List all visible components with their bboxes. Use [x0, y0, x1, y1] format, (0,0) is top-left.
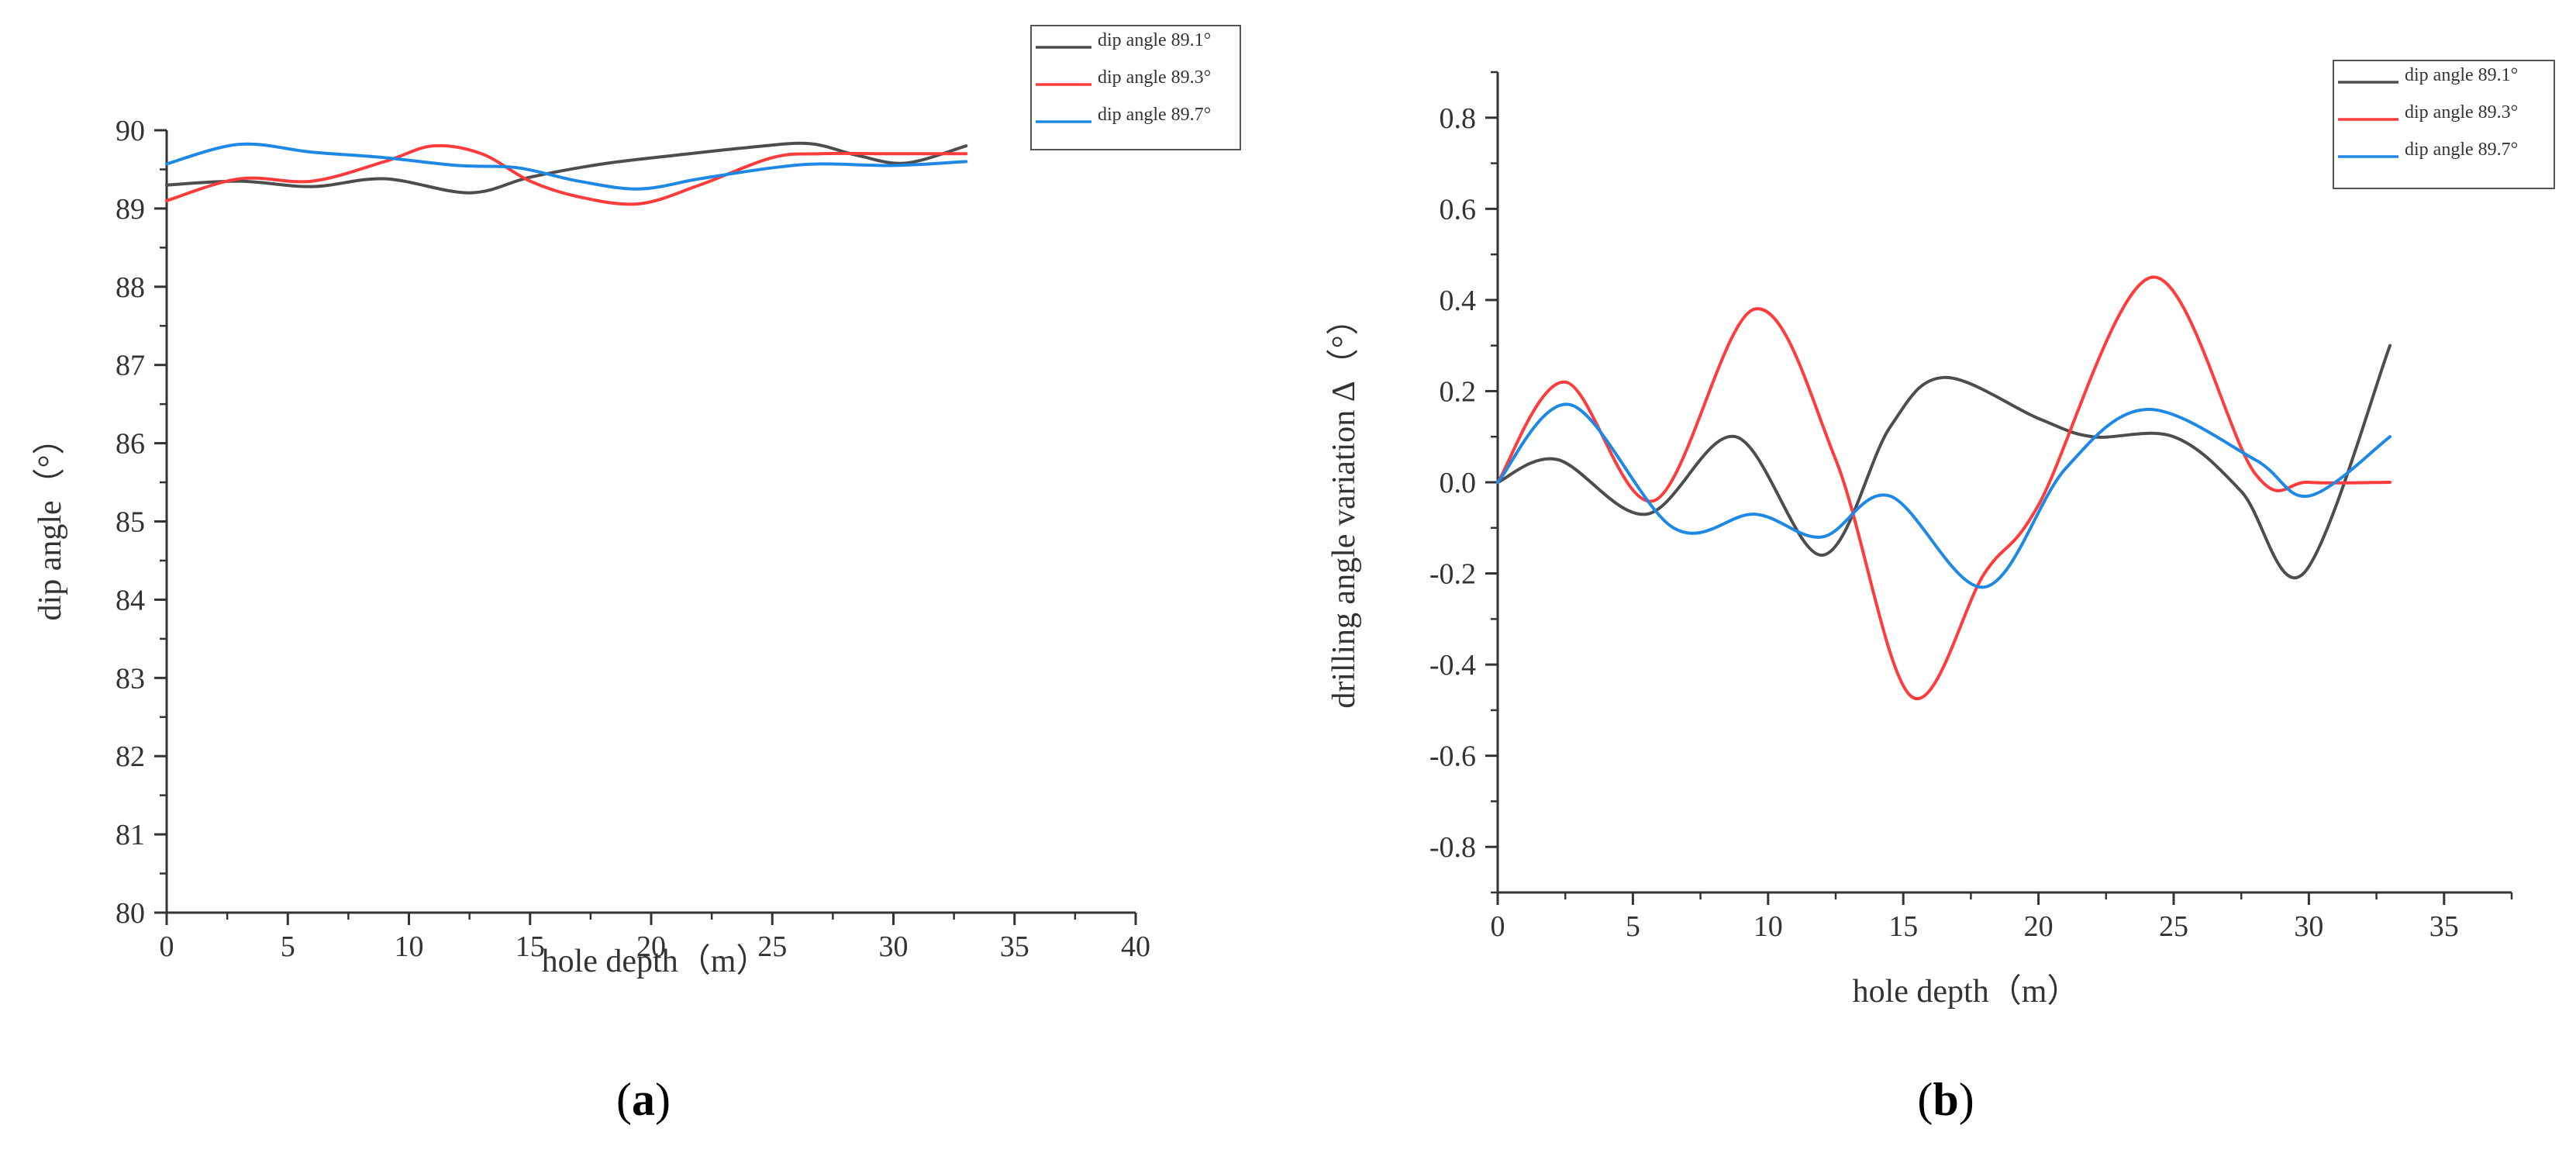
y-tick-label: 86 — [116, 428, 145, 461]
series-line-2 — [165, 143, 968, 206]
y-tick-label: 83 — [116, 662, 145, 695]
y-tick-label: 80 — [116, 897, 145, 930]
y-tick-label: 90 — [116, 115, 145, 147]
y-tick-label: 0.8 — [1440, 102, 1477, 135]
x-tick-label: 30 — [879, 930, 909, 963]
panel-b-caption-open: ( — [1917, 1074, 1933, 1125]
series-line-3 — [165, 142, 968, 191]
legend-label-1: dip angle 89.1° — [1098, 30, 1211, 50]
panel-a-caption-open: ( — [616, 1074, 632, 1125]
x-axis-title: hole depth（m） — [1853, 974, 2080, 1010]
panel-b-caption-letter: b — [1933, 1074, 1958, 1125]
series-line-2 — [1496, 275, 2392, 700]
y-axis-title: dip angle（°） — [33, 423, 68, 621]
x-tick-label: 10 — [395, 930, 424, 963]
x-tick-label: 5 — [281, 930, 295, 963]
x-tick-label: 10 — [1754, 910, 1783, 943]
chart-panel-b: 0 5 10 15 20 25 30 35 -0.8 -0.6 -0.4 -0.2 0.0 0.2 0.4 0… — [1326, 60, 2555, 1010]
x-axis-title: hole depth（m） — [542, 944, 769, 979]
y-axis-title: drilling angle variation Δ（°） — [1326, 302, 1362, 708]
x-tick-label: 25 — [757, 930, 787, 963]
x-tick-label: 25 — [2159, 910, 2188, 943]
x-tick-label: 0 — [160, 930, 174, 963]
y-tick-label: -0.8 — [1429, 831, 1476, 864]
y-tick-label: 88 — [116, 271, 145, 304]
panel-b-caption: (b) — [1917, 1074, 1974, 1125]
y-tick-label: -0.4 — [1429, 649, 1476, 682]
y-tick-label: 0.0 — [1440, 467, 1477, 499]
series-line-1 — [165, 141, 968, 195]
legend-label-3: dip angle 89.7° — [2405, 140, 2518, 160]
y-tick-label: 85 — [116, 506, 145, 539]
series-line-3 — [1496, 402, 2392, 589]
panel-a-caption: (a) — [616, 1074, 671, 1125]
x-tick-label: 30 — [2294, 910, 2323, 943]
legend-label-1: dip angle 89.1° — [2405, 65, 2518, 85]
y-tick-label: 0.6 — [1440, 193, 1477, 226]
legend-label-2: dip angle 89.3° — [1098, 67, 1211, 88]
x-tick-label: 40 — [1121, 930, 1150, 963]
legend-label-3: dip angle 89.7° — [1098, 105, 1211, 125]
panel-a-caption-letter: a — [632, 1074, 655, 1125]
y-tick-label: 81 — [116, 819, 145, 851]
y-tick-label: 0.4 — [1440, 285, 1477, 317]
x-tick-label: 15 — [1888, 910, 1918, 943]
y-tick-label: -0.2 — [1429, 558, 1476, 591]
y-tick-label: 87 — [116, 350, 145, 382]
y-tick-label: -0.6 — [1429, 740, 1476, 773]
x-tick-label: 5 — [1626, 910, 1640, 943]
x-tick-label: 15 — [516, 930, 545, 963]
x-tick-label: 20 — [636, 930, 666, 963]
y-tick-label: 89 — [116, 193, 145, 226]
x-tick-label: 0 — [1491, 910, 1505, 943]
x-tick-label: 20 — [2024, 910, 2054, 943]
x-tick-label: 35 — [1000, 930, 1029, 963]
y-tick-label: 84 — [116, 584, 145, 616]
chart-panel-a: 0 5 10 15 20 25 30 35 40 80 81 82 83 84 85 86 87 88 89 90 ho… — [33, 25, 1241, 979]
x-tick-label: 35 — [2429, 910, 2459, 943]
legend-label-2: dip angle 89.3° — [2405, 102, 2518, 123]
panel-a-caption-close: ) — [655, 1074, 671, 1125]
y-tick-label: 82 — [116, 740, 145, 773]
y-tick-label: 0.2 — [1440, 375, 1477, 408]
panel-b-caption-close: ) — [1959, 1074, 1974, 1125]
